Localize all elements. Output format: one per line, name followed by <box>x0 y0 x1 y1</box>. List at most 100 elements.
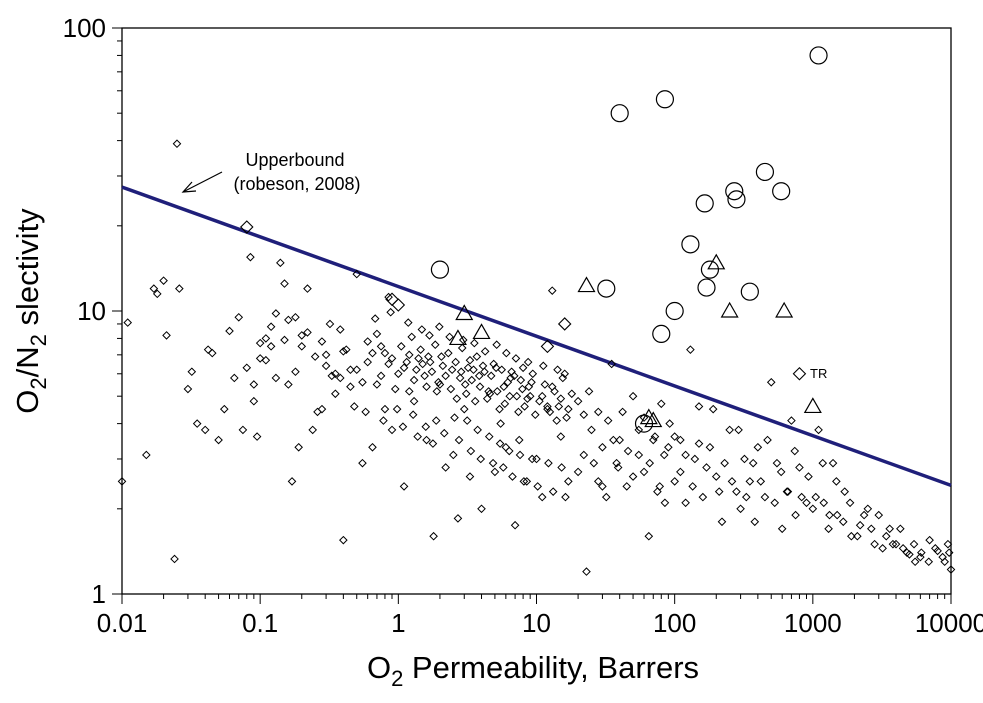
data-point-small-diamond <box>772 458 782 468</box>
data-point-small-diamond <box>396 342 406 351</box>
data-point-small-diamond <box>477 504 486 514</box>
data-point-small-diamond <box>349 402 359 411</box>
data-point-small-diamond <box>518 384 527 394</box>
upperbound-label-line2: (robeson, 2008) <box>233 174 360 194</box>
data-point-small-diamond <box>476 454 486 464</box>
data-point-small-diamond <box>670 477 679 486</box>
data-point-small-diamond <box>399 482 409 491</box>
data-point-small-diamond <box>763 435 772 445</box>
data-point-small-diamond <box>421 422 431 432</box>
data-point-small-diamond <box>484 387 493 396</box>
data-point-small-diamond <box>474 371 484 381</box>
data-point-small-diamond <box>909 539 919 549</box>
data-point-small-diamond <box>238 425 248 435</box>
data-point-small-diamond <box>447 365 457 375</box>
data-point-small-diamond <box>485 389 495 399</box>
data-point-small-diamond <box>465 472 475 481</box>
data-point-small-diamond <box>514 407 523 417</box>
data-point-circle <box>700 260 720 279</box>
data-point-small-diamond <box>475 382 485 392</box>
data-point-small-diamond <box>187 367 197 377</box>
data-point-small-diamond <box>242 363 252 373</box>
data-point-small-diamond <box>149 284 159 293</box>
data-point-small-diamond <box>863 504 873 514</box>
data-point-small-diamond <box>363 357 372 367</box>
upperbound-arrow <box>182 171 223 193</box>
data-point-large-diamond <box>391 298 406 312</box>
data-points <box>117 46 956 576</box>
data-point-small-diamond <box>280 279 289 288</box>
upper-bound-line <box>121 185 952 488</box>
data-point-triangle <box>455 304 474 321</box>
data-point-small-diamond <box>556 394 566 403</box>
data-point-triangle <box>577 276 596 293</box>
data-point-small-diamond <box>702 463 711 472</box>
data-point-small-diamond <box>795 463 804 472</box>
data-point-small-diamond <box>910 557 920 567</box>
data-point-small-diamond <box>530 410 540 420</box>
data-point-small-diamond <box>853 531 862 541</box>
data-point-small-diamond <box>711 472 721 481</box>
data-point-small-diamond <box>527 377 536 387</box>
data-point-small-diamond <box>838 517 848 527</box>
data-point-small-diamond <box>175 284 184 293</box>
data-point-small-diamond <box>492 340 501 350</box>
data-point-small-diamond <box>573 396 583 406</box>
data-point-small-diamond <box>420 371 429 381</box>
data-point-small-diamond <box>510 520 520 530</box>
data-point-small-diamond <box>142 450 151 460</box>
data-point-small-diamond <box>413 432 422 441</box>
data-point-small-diamond <box>159 276 168 285</box>
data-point-small-diamond <box>219 404 229 414</box>
data-point-small-diamond <box>538 361 548 371</box>
data-point-small-diamond <box>504 446 514 456</box>
data-point-small-diamond <box>579 410 589 420</box>
data-point-small-diamond <box>557 463 566 472</box>
data-point-small-diamond <box>639 467 649 477</box>
data-point-small-diamond <box>818 458 828 468</box>
data-point-small-diamond <box>492 387 502 396</box>
data-point-small-diamond <box>579 450 589 460</box>
data-point-small-diamond <box>297 331 307 340</box>
data-point-small-diamond <box>457 343 467 353</box>
data-point-small-diamond <box>881 531 891 541</box>
data-point-small-diamond <box>325 319 335 329</box>
data-point-small-diamond <box>607 359 616 369</box>
data-point-small-diamond <box>584 387 594 396</box>
data-point-small-diamond <box>499 382 509 392</box>
data-point-small-diamond <box>488 458 498 468</box>
data-point-small-diamond <box>598 482 607 491</box>
data-point-small-diamond <box>603 416 613 425</box>
data-point-small-diamond <box>418 359 427 369</box>
data-point-small-diamond <box>394 369 403 379</box>
data-point-small-diamond <box>750 517 760 527</box>
data-point-small-diamond <box>358 458 367 468</box>
data-point-small-diamond <box>402 357 412 367</box>
data-point-circle <box>597 279 616 298</box>
data-point-small-diamond <box>429 531 438 541</box>
data-point-small-diamond <box>372 329 382 339</box>
data-point-small-diamond <box>370 314 380 323</box>
data-point-small-diamond <box>261 334 271 343</box>
data-point-small-diamond <box>170 554 179 564</box>
data-point-small-diamond <box>514 435 524 445</box>
data-point-small-diamond <box>473 425 482 435</box>
data-point-small-diamond <box>938 552 947 562</box>
data-point-small-diamond <box>512 391 522 401</box>
data-point-small-diamond <box>634 425 644 435</box>
data-point-small-diamond <box>368 442 377 452</box>
data-point-small-diamond <box>280 335 289 345</box>
data-point-small-diamond <box>612 458 621 468</box>
data-point-small-diamond <box>346 382 355 392</box>
data-point-small-diamond <box>537 391 547 401</box>
data-point-small-diamond <box>495 404 504 414</box>
data-point-small-diamond <box>470 338 479 348</box>
data-point-small-diamond <box>855 520 865 530</box>
data-point-small-diamond <box>234 312 244 322</box>
data-point-small-diamond <box>460 380 470 389</box>
data-point-circle <box>755 162 775 182</box>
data-point-small-diamond <box>352 365 362 375</box>
data-point-small-diamond <box>480 347 490 356</box>
x-tick-label: 0.1 <box>242 608 278 638</box>
data-point-small-diamond <box>255 354 265 363</box>
